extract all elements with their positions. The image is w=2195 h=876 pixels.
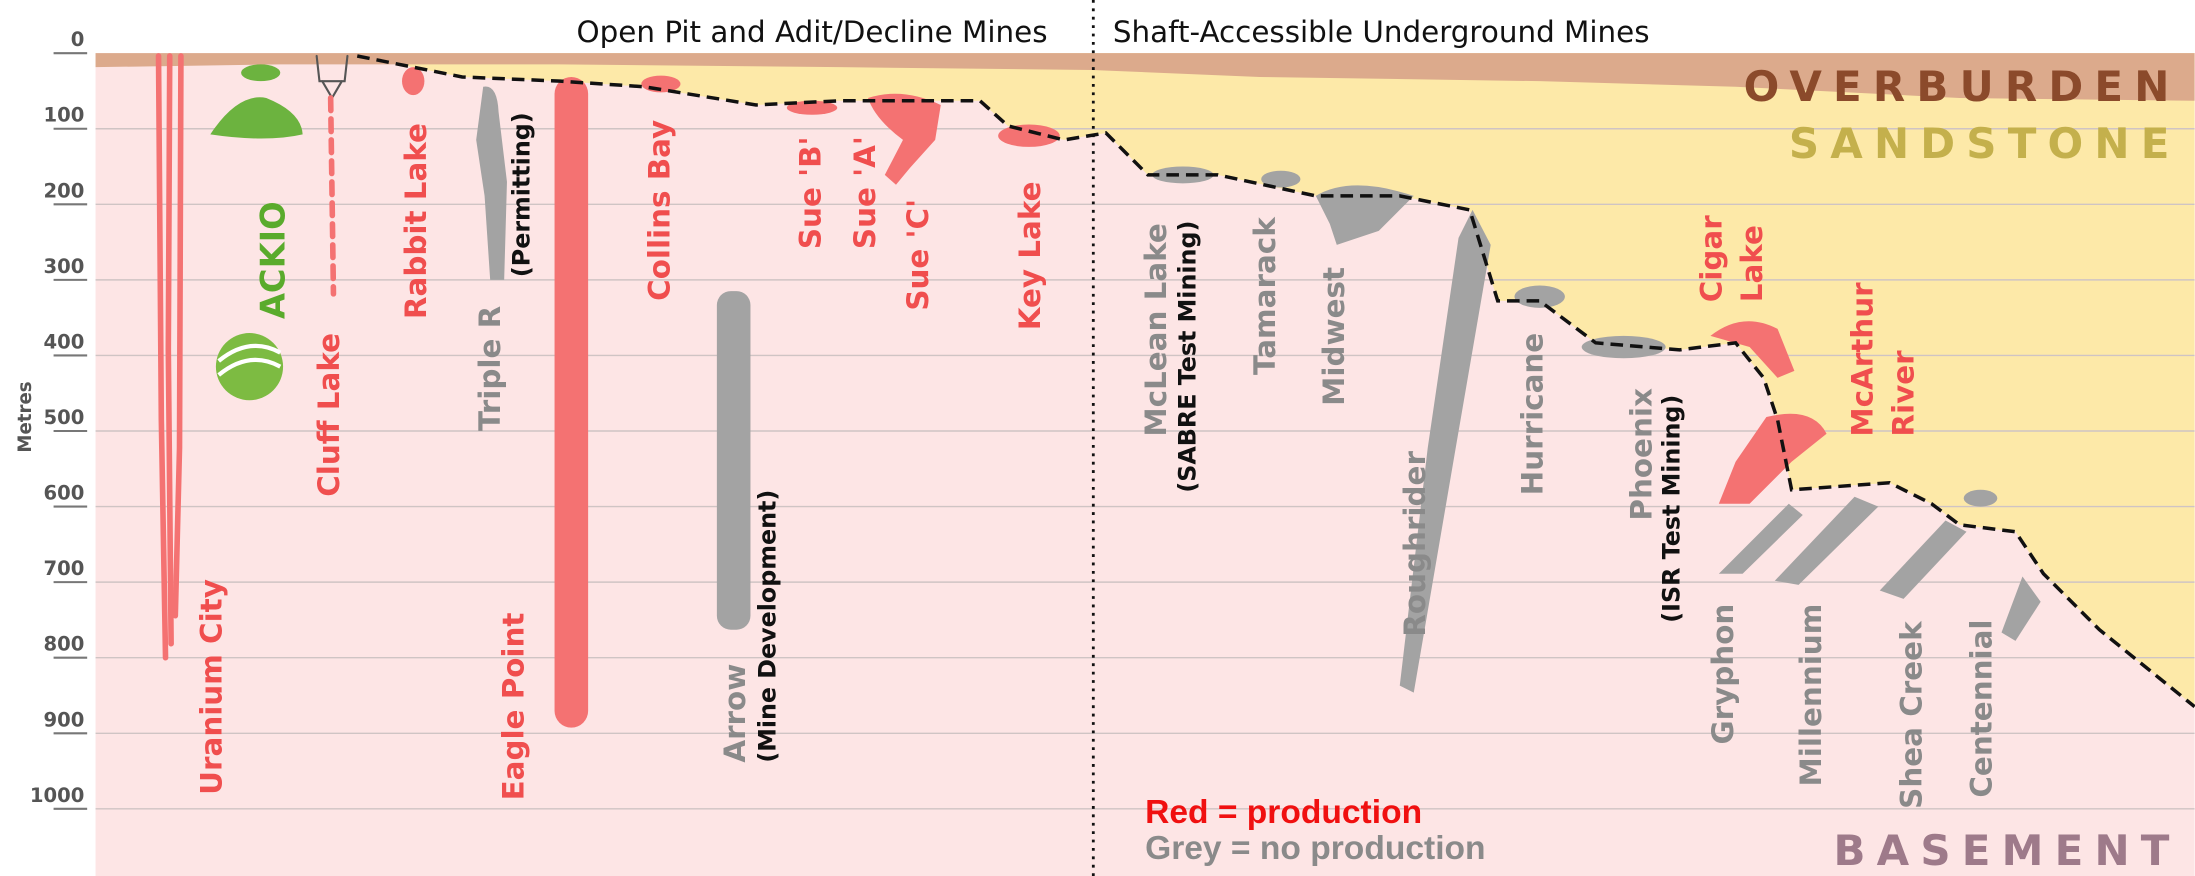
legend-entry: Grey = no production bbox=[1145, 830, 1485, 867]
mine-name: Millennium bbox=[1794, 604, 1828, 787]
tick-label: 500 bbox=[43, 406, 84, 429]
tick-label: 600 bbox=[43, 482, 84, 505]
ore-body bbox=[241, 64, 280, 81]
legend-entry: Red = production bbox=[1145, 794, 1422, 831]
mine-name: Gryphon bbox=[1706, 604, 1740, 745]
axis-label: Metres bbox=[15, 381, 36, 452]
layer-label: BASEMENT bbox=[1833, 826, 2180, 875]
mine-name: Centennial bbox=[1965, 619, 1999, 797]
mine-name: Sue 'B' bbox=[793, 136, 827, 249]
mine-name: Roughrider bbox=[1398, 451, 1432, 637]
mine-name: Key Lake bbox=[1013, 181, 1047, 330]
ore-body bbox=[1515, 285, 1565, 307]
diagram: 0 100 200 300 400 500 600 700 800 900 1000 Metres bbox=[0, 0, 2195, 876]
ore-body bbox=[1964, 490, 1998, 507]
mine-note: (SABRE Test Mining) bbox=[1173, 221, 1201, 493]
mine-name: McLean Lake bbox=[1139, 223, 1173, 436]
mine-name: River bbox=[1886, 350, 1920, 437]
tick-label: 1000 bbox=[30, 784, 84, 807]
mine-name: Cigar bbox=[1695, 215, 1729, 302]
mine-note: (ISR Test Mining) bbox=[1658, 395, 1686, 623]
section-header: Shaft-Accessible Underground Mines bbox=[1113, 15, 1650, 49]
tick-label: 0 bbox=[71, 28, 85, 51]
mine-name: Lake bbox=[1735, 225, 1769, 302]
mine-name: Sue 'C' bbox=[901, 199, 935, 311]
tick-label: 700 bbox=[43, 557, 84, 580]
tick-label: 200 bbox=[43, 179, 84, 202]
logo bbox=[216, 333, 283, 400]
tick-label: 900 bbox=[43, 708, 84, 731]
mine-name: Cluff Lake bbox=[312, 333, 346, 497]
mine-name: Phoenix bbox=[1625, 388, 1659, 521]
ore-body bbox=[331, 98, 334, 294]
mine-name: Tamarack bbox=[1248, 216, 1282, 375]
mine-name: Sue 'A' bbox=[848, 136, 882, 249]
mine-name: Uranium City bbox=[194, 579, 228, 795]
mine-name: Arrow bbox=[718, 664, 752, 763]
ore-body bbox=[717, 291, 751, 630]
ore-body bbox=[168, 56, 171, 644]
mine-name: McArthur bbox=[1846, 282, 1880, 437]
layer-label: SANDSTONE bbox=[1789, 119, 2181, 168]
ore-body bbox=[555, 77, 589, 728]
mine-name: Midwest bbox=[1317, 267, 1351, 406]
layer-label: OVERBURDEN bbox=[1744, 62, 2181, 111]
mine-name: ACKIO bbox=[253, 201, 292, 319]
mine-note: (Mine Development) bbox=[754, 490, 782, 763]
mine-note: (Permitting) bbox=[507, 112, 535, 277]
tick-label: 400 bbox=[43, 330, 84, 353]
mine-name: Rabbit Lake bbox=[399, 123, 433, 319]
mine-name: Eagle Point bbox=[497, 613, 531, 801]
section-header: Open Pit and Adit/Decline Mines bbox=[577, 15, 1048, 49]
mine-name: Collins Bay bbox=[642, 120, 676, 301]
ore-body bbox=[402, 67, 424, 95]
mine-name: Shea Creek bbox=[1895, 620, 1929, 809]
tick-label: 800 bbox=[43, 633, 84, 656]
ore-body bbox=[1152, 167, 1214, 184]
tick-label: 300 bbox=[43, 255, 84, 278]
mine-name: Hurricane bbox=[1515, 333, 1549, 496]
mine-name: Triple R bbox=[473, 305, 507, 431]
tick-label: 100 bbox=[43, 104, 84, 127]
